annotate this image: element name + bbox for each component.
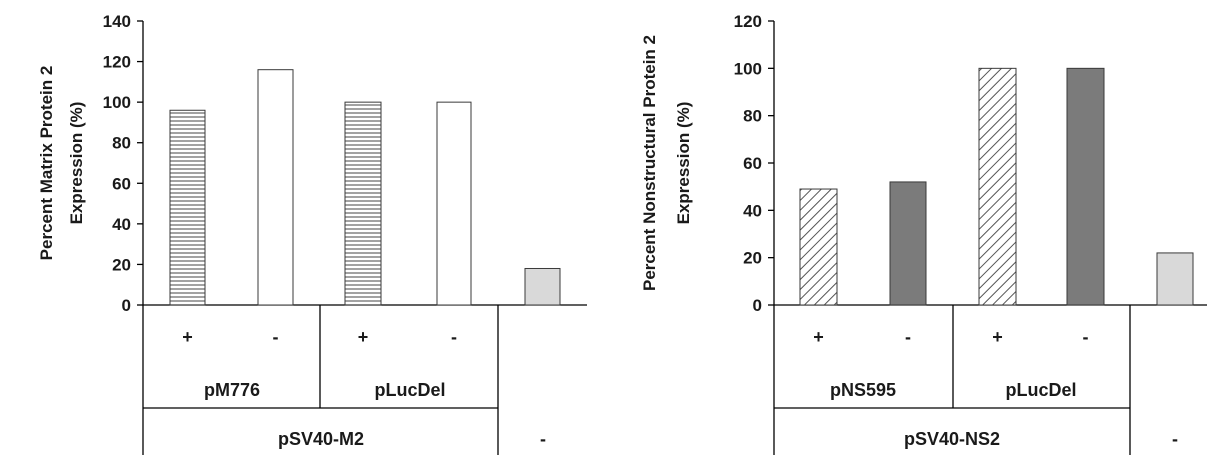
treatment-label: -	[451, 327, 457, 347]
vector-group-label: pSV40-NS2	[904, 429, 1000, 449]
vector-group-label: -	[1172, 429, 1178, 449]
vector-group-label: -	[540, 429, 546, 449]
treatment-label: +	[182, 327, 193, 347]
y-tick-label: 100	[734, 59, 762, 78]
y-axis-label: Percent Nonstructural Protein 2	[640, 35, 659, 291]
matrix-protein-chart: 0 20 40 60 80 100 120 140 Percent Matrix Protein…	[37, 12, 587, 455]
y-axis-label: Expression (%)	[674, 102, 693, 225]
y-tick-label: 40	[743, 201, 762, 220]
y-tick-label: 40	[112, 215, 131, 234]
plasmid-group-label: pLucDel	[1005, 380, 1076, 400]
treatment-label: +	[992, 327, 1003, 347]
y-axis-label: Expression (%)	[67, 102, 86, 225]
bar	[889, 181, 927, 306]
y-tick-label: 80	[743, 107, 762, 126]
bar	[169, 109, 206, 306]
plasmid-group-label: pLucDel	[374, 380, 445, 400]
treatment-label: -	[905, 327, 911, 347]
y-tick-label: 20	[112, 255, 131, 274]
treatment-label: -	[1083, 327, 1089, 347]
bar	[524, 267, 561, 306]
bar	[1156, 252, 1194, 306]
bar	[436, 101, 472, 306]
y-tick-label: 0	[122, 296, 131, 315]
bar	[799, 188, 838, 306]
nonstructural-protein-chart: 0 20 40 60 80 100 120 Percent Nonstructural Pro…	[640, 12, 1207, 455]
y-tick-label: 60	[743, 154, 762, 173]
bar	[344, 101, 382, 306]
y-tick-label: 100	[103, 93, 131, 112]
y-tick-label: 60	[112, 174, 131, 193]
vector-group-label: pSV40-M2	[278, 429, 364, 449]
y-tick-label: 120	[103, 53, 131, 72]
bar	[1066, 67, 1105, 306]
y-tick-label: 80	[112, 134, 131, 153]
treatment-label: -	[273, 327, 279, 347]
bar	[978, 67, 1017, 306]
treatment-label: +	[358, 327, 369, 347]
plasmid-group-label: pM776	[204, 380, 260, 400]
y-tick-label: 0	[753, 296, 762, 315]
y-tick-label: 20	[743, 249, 762, 268]
y-tick-label: 120	[734, 12, 762, 31]
y-tick-label: 140	[103, 12, 131, 31]
bar	[257, 69, 294, 306]
y-axis-label: Percent Matrix Protein 2	[37, 66, 56, 261]
plasmid-group-label: pNS595	[830, 380, 896, 400]
treatment-label: +	[813, 327, 824, 347]
